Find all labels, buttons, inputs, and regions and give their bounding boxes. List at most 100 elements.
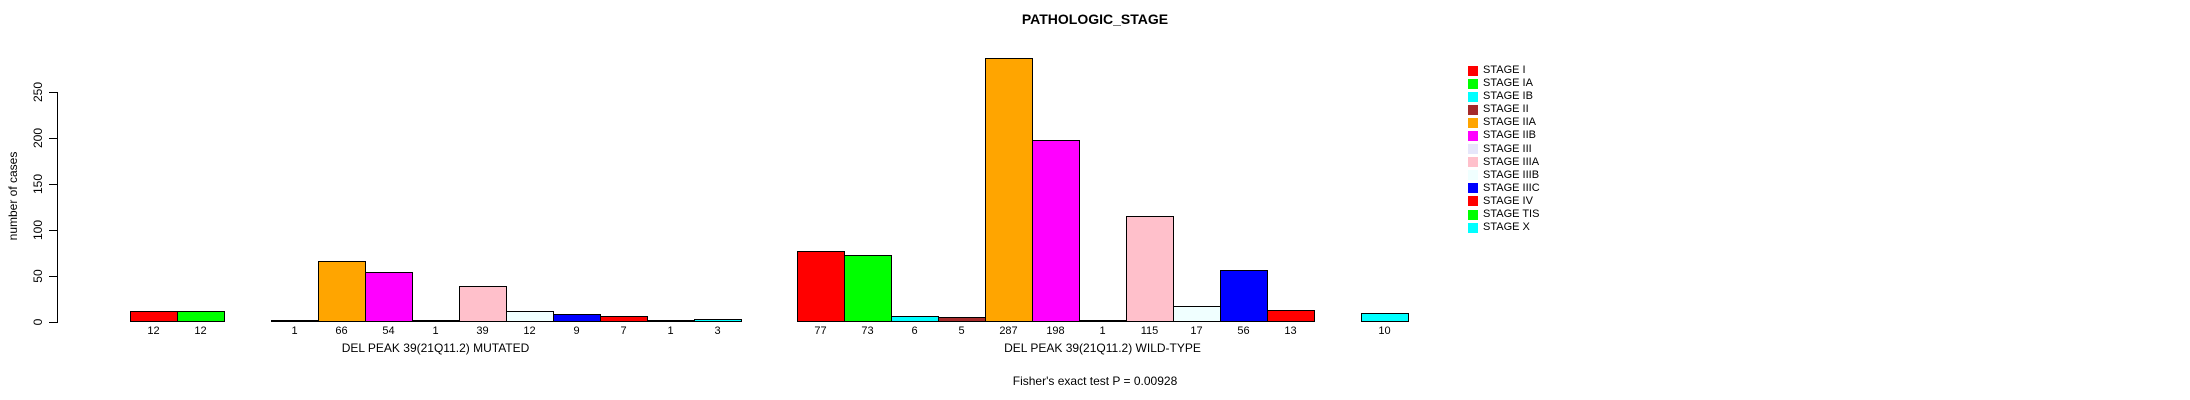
legend-swatch [1468,157,1478,168]
bar [1032,140,1080,322]
legend-label: STAGE IIIC [1483,181,1540,194]
bar [553,314,601,322]
bar-value-label: 1 [1099,325,1106,337]
legend-item: STAGE IIA [1468,116,1540,129]
legend-item: STAGE X [1468,221,1540,234]
legend-item: STAGE IV [1468,195,1540,208]
y-tick-mark [49,92,57,93]
legend-swatch [1468,209,1478,220]
group-axis-label: DEL PEAK 39(21Q11.2) MUTATED [341,341,530,355]
legend-swatch [1468,170,1478,181]
legend-label: STAGE IV [1483,194,1533,207]
bar-value-label: 5 [958,325,965,337]
bar [1126,216,1174,322]
bar [271,320,319,322]
legend-swatch [1468,78,1478,89]
bar-value-label: 1 [667,325,674,337]
bar [365,272,413,322]
bar [1173,306,1221,322]
y-tick-label: 150 [31,173,45,195]
bar [891,316,939,322]
legend-label: STAGE IIA [1483,116,1536,129]
bar [1220,270,1268,322]
y-tick-mark [49,322,57,323]
bar [938,317,986,322]
bar [1267,310,1315,322]
bar-value-label: 115 [1140,325,1159,337]
legend-item: STAGE III [1468,143,1540,156]
y-tick-mark [49,230,57,231]
legend-swatch [1468,117,1478,128]
y-tick-mark [49,184,57,185]
legend-item: STAGE IIIA [1468,156,1540,169]
legend-item: STAGE II [1468,103,1540,116]
legend: STAGE I STAGE IA STAGE IB STAGE II STAGE IIA… [1468,64,1540,234]
bar-value-label: 12 [523,325,536,337]
legend-label: STAGE I [1483,64,1526,76]
y-tick-mark [49,138,57,139]
legend-item: STAGE IIB [1468,129,1540,142]
bar [412,320,460,322]
legend-label: STAGE II [1483,103,1529,116]
legend-swatch [1468,65,1478,76]
bar-value-label: 73 [861,325,874,337]
legend-item: STAGE IA [1468,77,1540,90]
bar [177,311,225,322]
legend-swatch [1468,91,1478,102]
group-axis-label: DEL PEAK 39(21Q11.2) WILD-TYPE [1004,341,1201,355]
bar [506,311,554,322]
legend-item: STAGE IB [1468,90,1540,103]
legend-label: STAGE X [1483,221,1530,234]
bar-value-label: 77 [814,325,827,337]
bar-value-label: 287 [999,325,1018,337]
bar-value-label: 12 [194,325,207,337]
bar [797,251,845,322]
y-tick-label: 250 [31,81,45,103]
y-tick-mark [49,276,57,277]
legend-label: STAGE IA [1483,77,1533,90]
bar [600,316,648,322]
legend-label: STAGE IIIA [1483,155,1540,168]
bar [694,319,742,322]
legend-swatch [1468,222,1478,233]
y-tick-label: 200 [31,127,45,149]
bar-value-label: 66 [335,325,348,337]
legend-swatch [1468,196,1478,207]
bar-value-label: 13 [1284,325,1297,337]
bar-value-label: 198 [1046,325,1065,337]
bar-value-label: 6 [911,325,918,337]
bar [647,320,695,322]
legend-label: STAGE IIB [1483,129,1536,142]
bar [318,261,366,322]
legend-label: STAGE TIS [1483,208,1540,221]
legend-item: STAGE I [1468,64,1540,77]
legend-swatch [1468,104,1478,115]
bar [130,311,178,322]
bar [844,255,892,322]
bar-value-label: 12 [147,325,160,337]
legend-swatch [1468,131,1478,142]
bar-value-label: 54 [382,325,395,337]
bar-value-label: 39 [476,325,489,337]
y-tick-label: 0 [31,318,45,326]
bar-value-label: 9 [573,325,580,337]
legend-label: STAGE III [1483,142,1532,155]
bar-value-label: 3 [714,325,721,337]
legend-swatch [1468,183,1478,194]
bar-value-label: 17 [1190,325,1203,337]
y-tick-label: 50 [31,269,45,283]
y-tick-label: 100 [31,219,45,241]
bar-value-label: 56 [1237,325,1250,337]
bar-value-label: 10 [1378,325,1391,337]
bar [1361,313,1409,322]
legend-label: STAGE IB [1483,90,1533,103]
legend-item: STAGE TIS [1468,208,1540,221]
bar-value-label: 1 [432,325,439,337]
y-axis-label: number of cases [6,151,20,241]
legend-item: STAGE IIIC [1468,182,1540,195]
legend-item: STAGE IIIB [1468,169,1540,182]
bar [1079,320,1127,322]
bar [459,286,507,322]
y-axis-line [57,92,58,323]
